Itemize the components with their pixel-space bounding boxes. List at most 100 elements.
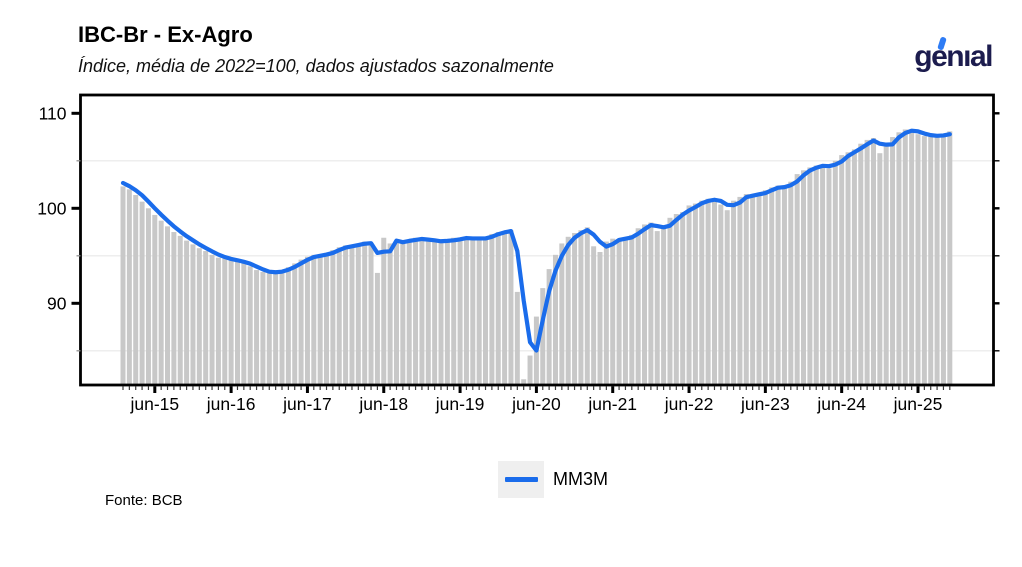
- index-bar: [247, 266, 253, 386]
- index-bar: [629, 234, 635, 386]
- x-axis-label: jun-17: [282, 394, 332, 414]
- index-bar: [667, 217, 673, 386]
- index-bar: [909, 130, 915, 386]
- index-bar: [877, 153, 883, 386]
- index-bar: [317, 255, 323, 386]
- index-bar: [648, 222, 654, 386]
- panel-border: [79, 93, 995, 387]
- index-bar: [222, 258, 228, 386]
- index-bar: [152, 214, 158, 386]
- index-bar: [419, 239, 425, 386]
- index-bar: [279, 270, 285, 386]
- index-bar: [552, 254, 558, 386]
- index-bar: [120, 186, 126, 386]
- index-bar: [457, 239, 463, 386]
- index-bar: [387, 243, 393, 386]
- index-bar: [788, 181, 794, 386]
- x-axis-label: jun-16: [206, 394, 256, 414]
- index-bar: [737, 196, 743, 386]
- index-bar: [769, 187, 775, 386]
- index-bar: [845, 152, 851, 386]
- index-bar: [775, 185, 781, 386]
- index-bar: [756, 193, 762, 386]
- index-bar: [190, 244, 196, 386]
- index-bar: [851, 149, 857, 386]
- index-bar: [145, 208, 151, 386]
- index-bar: [642, 224, 648, 386]
- index-bar: [921, 136, 927, 386]
- index-bar: [196, 248, 202, 386]
- index-bar: [692, 203, 698, 386]
- index-bar: [724, 210, 730, 386]
- x-axis-label: jun-18: [358, 394, 408, 414]
- index-bar: [699, 200, 705, 386]
- x-axis-label: jun-24: [816, 394, 866, 414]
- index-bar: [476, 239, 482, 386]
- index-bar: [864, 139, 870, 386]
- index-bar: [902, 129, 908, 386]
- x-axis-label: jun-19: [435, 394, 485, 414]
- index-bar: [680, 212, 686, 386]
- index-bar: [940, 135, 946, 386]
- index-bar: [883, 142, 889, 386]
- x-axis-label: jun-15: [129, 394, 179, 414]
- index-bar: [483, 236, 489, 386]
- index-bar: [934, 136, 940, 386]
- index-bar: [794, 174, 800, 386]
- index-bar: [578, 230, 584, 386]
- index-bar: [508, 230, 514, 386]
- index-bar: [400, 242, 406, 386]
- index-bar: [673, 214, 679, 386]
- index-bar: [661, 228, 667, 386]
- index-bar: [540, 288, 546, 386]
- index-bar: [254, 270, 260, 386]
- logo-text: genıal: [914, 40, 993, 73]
- index-bar: [750, 195, 756, 386]
- mm3m-line-swatch-icon: [504, 477, 538, 482]
- legend-key-box: [498, 461, 544, 498]
- index-bar: [559, 243, 565, 386]
- chart-title: IBC-Br - Ex-Agro: [78, 22, 253, 47]
- index-bar: [362, 241, 368, 386]
- index-bar: [807, 167, 813, 386]
- index-bar: [718, 204, 724, 386]
- index-bar: [260, 271, 266, 386]
- index-bar: [686, 205, 692, 386]
- index-bar: [349, 246, 355, 386]
- index-bar: [324, 252, 330, 386]
- index-bar: [413, 237, 419, 386]
- index-bar: [425, 241, 431, 386]
- legend-label-mm3m: MM3M: [553, 469, 608, 489]
- index-bar: [591, 246, 597, 386]
- index-bar: [133, 195, 139, 386]
- index-bar: [165, 226, 171, 386]
- index-bar: [781, 188, 787, 386]
- index-bar: [635, 228, 641, 386]
- source-note: Fonte: BCB: [105, 492, 183, 509]
- index-bar: [870, 138, 876, 386]
- index-bar: [393, 240, 399, 386]
- index-bar: [311, 254, 317, 386]
- index-bar: [928, 135, 934, 386]
- index-bar: [572, 233, 578, 386]
- index-bar: [355, 243, 361, 386]
- index-bar: [915, 134, 921, 386]
- index-bar: [158, 220, 164, 386]
- index-bar: [584, 227, 590, 386]
- x-axis-label: jun-22: [664, 394, 714, 414]
- index-bar: [139, 201, 145, 386]
- index-bar: [711, 199, 717, 386]
- index-bar: [470, 238, 476, 386]
- x-axis-label: jun-21: [587, 394, 637, 414]
- index-bar: [890, 137, 896, 386]
- index-bar: [451, 237, 457, 386]
- index-bar: [820, 164, 826, 386]
- index-bar: [273, 271, 279, 386]
- index-bar: [743, 194, 749, 386]
- index-bar: [654, 231, 660, 386]
- index-bar: [266, 272, 272, 386]
- index-bar: [343, 245, 349, 386]
- index-bar: [603, 241, 609, 386]
- index-bar: [616, 239, 622, 386]
